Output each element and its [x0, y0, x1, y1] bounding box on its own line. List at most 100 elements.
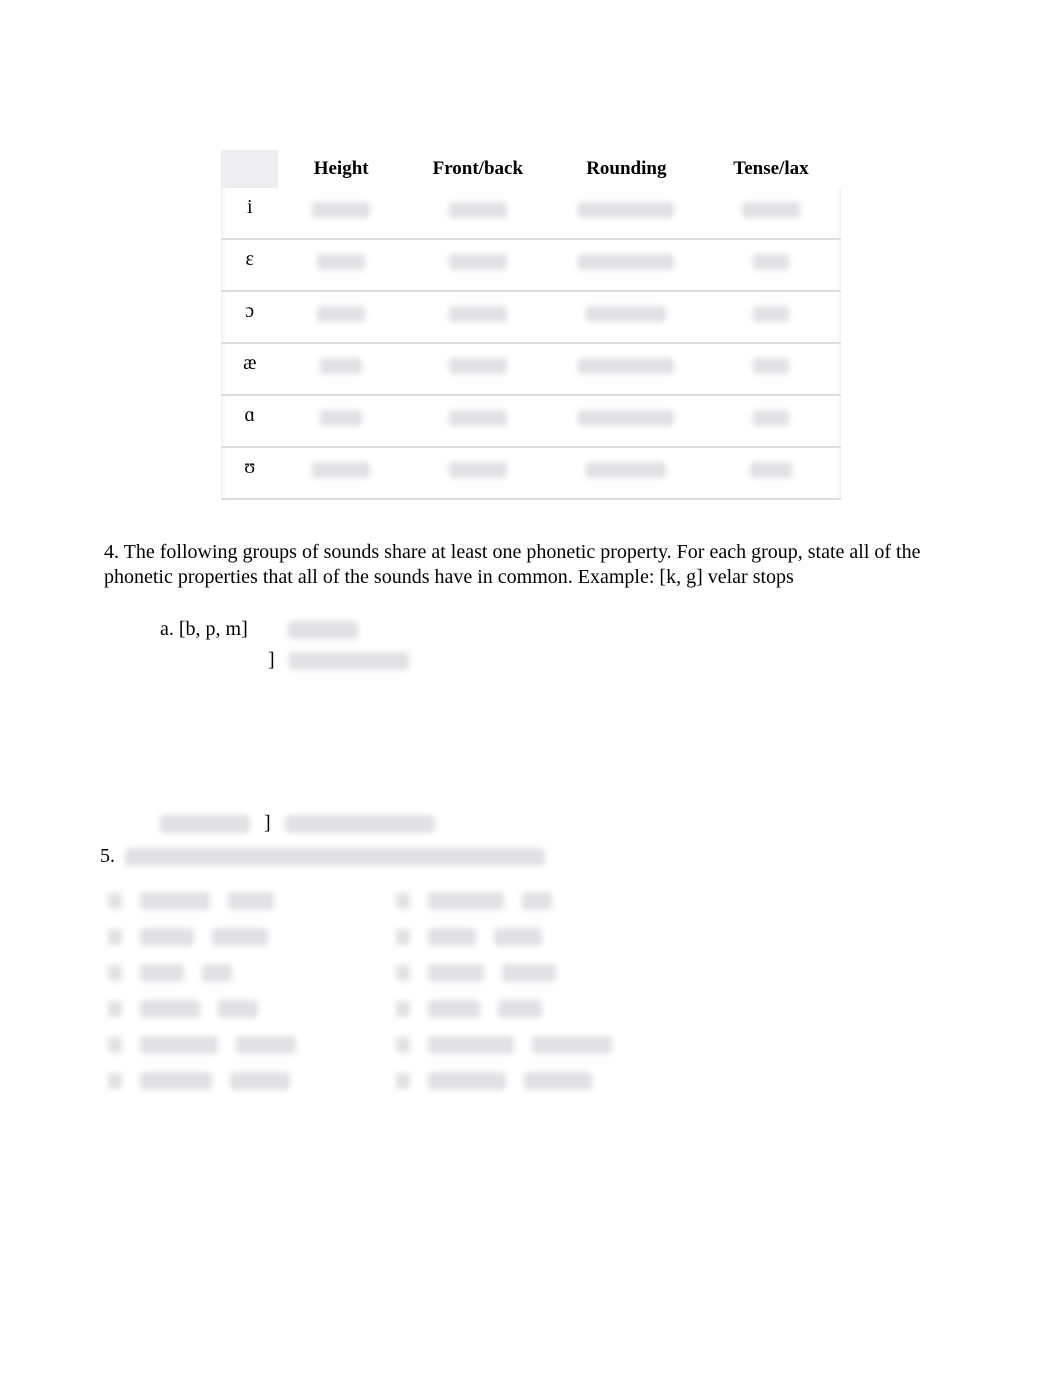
table-cell-blur: [753, 410, 789, 426]
list-item: [108, 1000, 296, 1018]
col-header-tenselax: Tense/lax: [701, 150, 841, 188]
table-cell-blur: [753, 358, 789, 374]
table-row: ɛ: [221, 240, 841, 290]
table-cell: [278, 240, 403, 290]
q4-item-e: ]: [160, 812, 962, 835]
table-cell-blur: [742, 202, 800, 218]
table-cell: [552, 240, 701, 290]
list-item-lead-blur: [396, 929, 410, 945]
list-item: [396, 964, 612, 982]
q4-e-lead-blur: [160, 815, 250, 833]
table-cell-blur: [312, 202, 370, 218]
table-cell-blur: [449, 410, 507, 426]
list-item-word-blur: [428, 1072, 506, 1090]
table-cell: [701, 240, 841, 290]
q4-item-b: ]: [268, 649, 962, 672]
list-item-word-blur: [140, 892, 210, 910]
table-cell: [404, 344, 552, 394]
table-cell: [404, 240, 552, 290]
table-cell-blur: [750, 462, 792, 478]
table-cell-blur: [449, 306, 507, 322]
list-item: [396, 1000, 612, 1018]
list-item-answer-blur: [532, 1036, 612, 1054]
q4-intro-text: 4. The following groups of sounds share …: [104, 540, 958, 590]
list-item: [396, 1072, 612, 1090]
list-item-lead-blur: [108, 1073, 122, 1089]
table-header-row: Height Front/back Rounding Tense/lax: [221, 150, 841, 188]
table-cell: [701, 188, 841, 238]
table-cell-blur: [449, 358, 507, 374]
vowel-symbol-cell: ɔ: [221, 292, 278, 342]
table-cell: [278, 344, 403, 394]
table-cell-blur: [578, 254, 674, 270]
list-item-answer-blur: [228, 892, 274, 910]
table-cell-blur: [578, 410, 674, 426]
q4-item-a: a. [b, p, m]: [160, 618, 962, 641]
list-item-word-blur: [428, 892, 504, 910]
vowel-symbol-cell: i: [221, 188, 278, 238]
list-item-word-blur: [428, 928, 476, 946]
table-cell: [701, 344, 841, 394]
q5-two-columns: [108, 892, 962, 1090]
q5-heading: 5.: [100, 845, 962, 868]
list-item-word-blur: [140, 1036, 218, 1054]
table-cell: [278, 396, 403, 446]
list-item-lead-blur: [396, 1073, 410, 1089]
table-cell-blur: [753, 306, 789, 322]
list-item-answer-blur: [236, 1036, 296, 1054]
table-cell: [278, 188, 403, 238]
table-cell: [552, 344, 701, 394]
q4-e-bracket: ]: [264, 812, 271, 835]
list-item-lead-blur: [108, 1037, 122, 1053]
list-item: [108, 1072, 296, 1090]
list-item-answer-blur: [522, 892, 552, 910]
table-cell-blur: [578, 358, 674, 374]
table-cell: [404, 448, 552, 498]
table-cell-blur: [449, 462, 507, 478]
table-cell-blur: [317, 306, 365, 322]
list-item-word-blur: [428, 964, 484, 982]
list-item-answer-blur: [494, 928, 542, 946]
table-cell-blur: [449, 254, 507, 270]
col-header-height: Height: [278, 150, 403, 188]
table-cell: [701, 292, 841, 342]
q5-number: 5.: [100, 845, 115, 868]
list-item-word-blur: [428, 1036, 514, 1054]
list-item-lead-blur: [396, 893, 410, 909]
list-item: [396, 1036, 612, 1054]
q5-right-column: [396, 892, 612, 1090]
table-cell-blur: [578, 202, 674, 218]
table-cell: [404, 396, 552, 446]
q4-a-label: a. [b, p, m]: [160, 618, 270, 641]
table-cell: [404, 292, 552, 342]
list-item-answer-blur: [218, 1000, 258, 1018]
q4-e-answer-blur: [285, 815, 435, 833]
q4-b-answer-blur: [289, 652, 409, 670]
list-item-answer-blur: [524, 1072, 592, 1090]
list-item-word-blur: [140, 964, 184, 982]
vowel-symbol-cell: ɑ: [221, 396, 278, 446]
table-row: i: [221, 188, 841, 238]
list-item-lead-blur: [396, 1037, 410, 1053]
table-row: ɔ: [221, 292, 841, 342]
list-item-answer-blur: [212, 928, 268, 946]
page: Height Front/back Rounding Tense/lax iɛɔ…: [0, 0, 1062, 1376]
list-item: [396, 892, 612, 910]
vowel-feature-table: Height Front/back Rounding Tense/lax iɛɔ…: [221, 150, 841, 500]
list-item-word-blur: [140, 928, 194, 946]
col-header-rounding: Rounding: [552, 150, 701, 188]
list-item: [108, 964, 296, 982]
table-cell-blur: [586, 306, 666, 322]
table-cell-blur: [449, 202, 507, 218]
table-cell: [278, 448, 403, 498]
table-cell-blur: [312, 462, 370, 478]
table-cell-blur: [320, 358, 362, 374]
table-cell: [552, 292, 701, 342]
table-cell-blur: [317, 254, 365, 270]
spacer: [100, 672, 962, 812]
table-cell-blur: [586, 462, 666, 478]
table-cell: [701, 448, 841, 498]
list-item: [396, 928, 612, 946]
list-item-lead-blur: [108, 1001, 122, 1017]
q5-heading-blur: [125, 848, 545, 866]
